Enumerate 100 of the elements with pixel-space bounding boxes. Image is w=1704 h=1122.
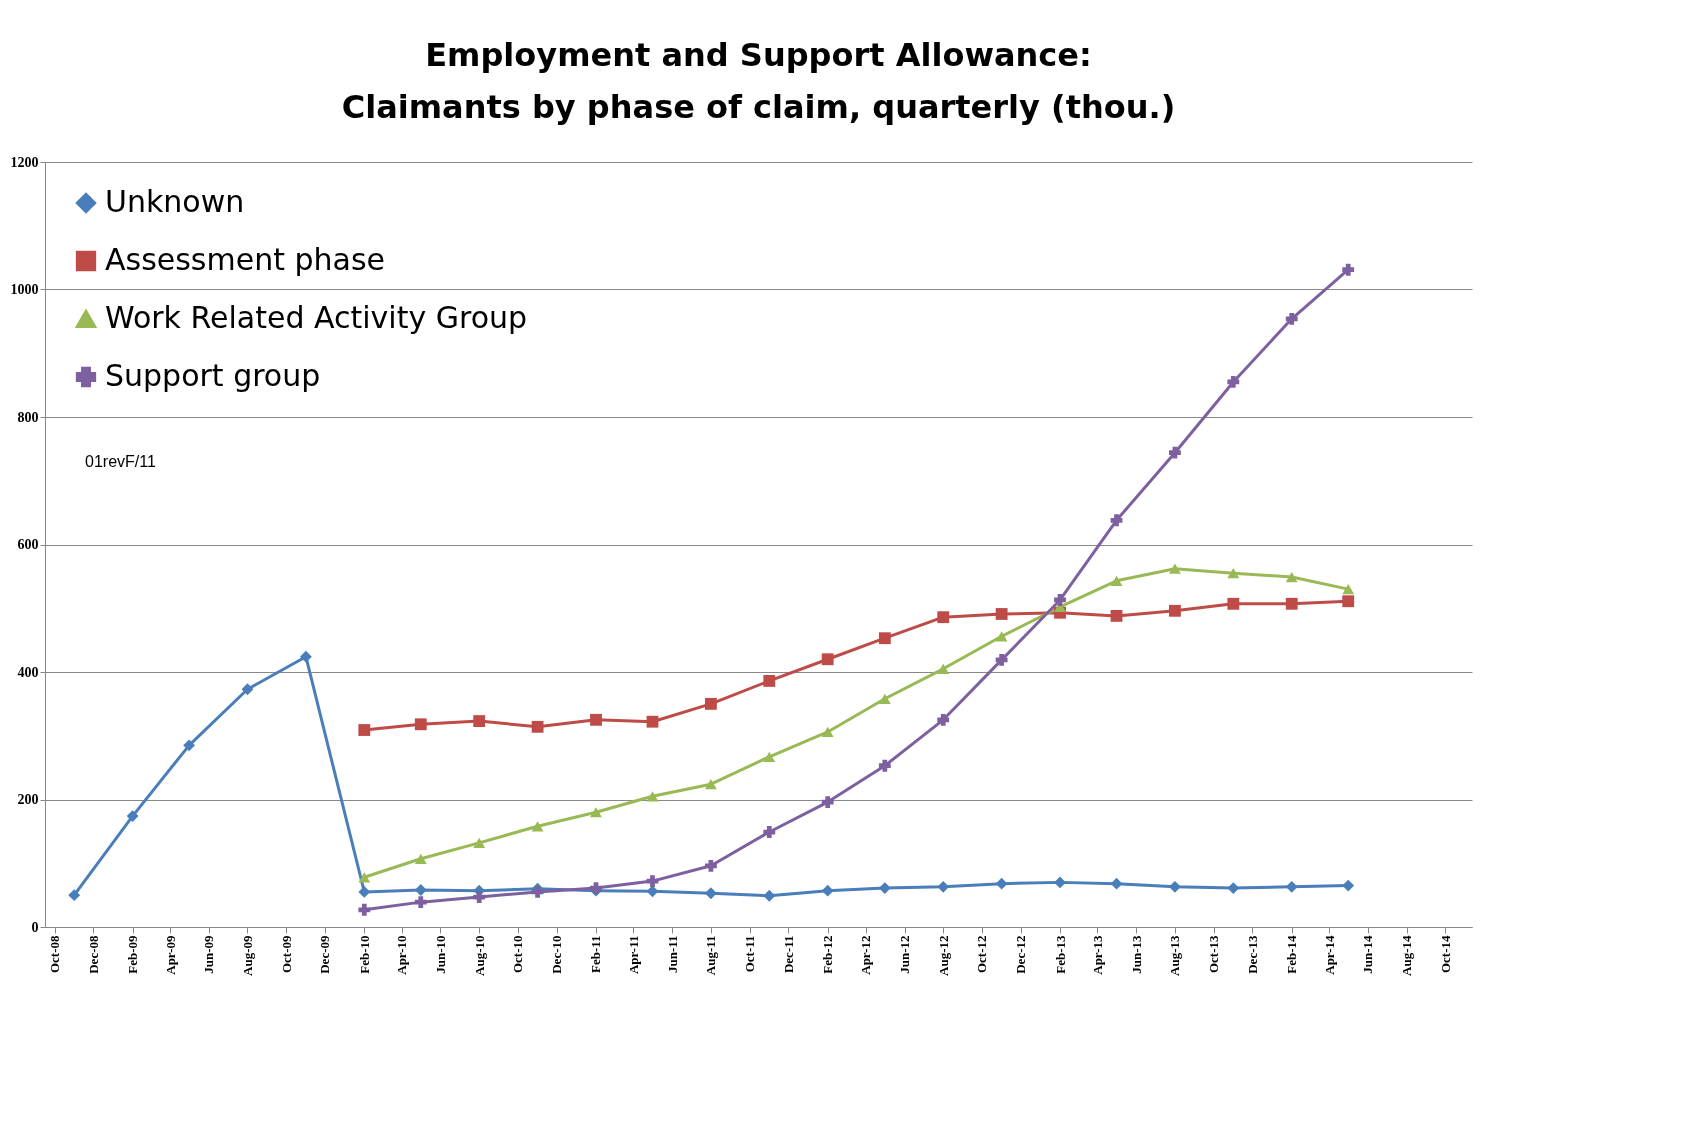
x-tick-label: Jun-13 — [1128, 935, 1144, 974]
point — [646, 791, 659, 802]
point — [414, 853, 427, 864]
x-tick-label: Apr-14 — [1321, 935, 1337, 975]
x-tick-label: Oct-10 — [510, 935, 526, 974]
point — [590, 807, 602, 818]
point — [1342, 584, 1355, 595]
point — [878, 693, 891, 704]
x-tick-label: Oct-08 — [47, 935, 63, 974]
point — [1342, 595, 1355, 608]
point — [1342, 879, 1355, 892]
x-tick-label: Oct-09 — [278, 935, 294, 974]
chart-title: Employment and Support Allowance: Claimants by phase of claim, quarterly (thou.) — [341, 36, 1176, 126]
point — [531, 886, 544, 898]
point — [1169, 446, 1181, 459]
x-tick-label: Dec-09 — [317, 935, 333, 974]
x-tick-label: Jun-14 — [1360, 935, 1376, 974]
point — [414, 718, 427, 731]
point — [1227, 376, 1240, 388]
point — [183, 739, 196, 752]
point — [1169, 563, 1181, 574]
point — [358, 872, 371, 883]
x-tick-label: Feb-11 — [588, 935, 604, 974]
point — [473, 891, 486, 903]
point — [878, 759, 891, 772]
annotation: 01revF/11 — [85, 453, 156, 470]
point — [1285, 597, 1298, 610]
point — [704, 779, 717, 790]
x-tick-label: Dec-10 — [549, 935, 565, 974]
point — [995, 608, 1008, 620]
x-tick-label: Apr-13 — [1089, 935, 1105, 975]
point — [1169, 604, 1181, 617]
x-tick-label: Jun-09 — [201, 935, 217, 974]
point — [763, 889, 776, 902]
legend-label: Support group — [105, 358, 321, 393]
x-tick-label: Dec-13 — [1244, 935, 1260, 974]
point — [590, 713, 602, 726]
point — [1285, 312, 1298, 325]
point — [821, 726, 834, 738]
point — [473, 837, 486, 848]
x-tick-label: Aug-12 — [935, 935, 951, 976]
point — [68, 889, 81, 902]
point — [646, 715, 659, 728]
point — [414, 896, 427, 909]
point — [646, 875, 659, 888]
x-tick-label: Oct-14 — [1437, 935, 1453, 974]
x-tick-label: Feb-09 — [125, 935, 141, 974]
point — [241, 683, 254, 696]
x-tick-label: Apr-09 — [162, 935, 178, 975]
x-tick-label: Aug-14 — [1399, 935, 1415, 976]
legend-label: Work Related Activity Group — [105, 300, 528, 335]
point — [531, 720, 544, 733]
point — [821, 653, 834, 666]
x-tick-label: Jun-12 — [897, 935, 912, 974]
x-tick-label: Apr-12 — [858, 935, 874, 975]
x-tick-label: Jun-10 — [432, 935, 448, 974]
point — [1110, 877, 1123, 890]
y-tick-label: 600 — [17, 537, 39, 552]
point — [1227, 568, 1240, 579]
point — [878, 632, 891, 645]
legend-label: Unknown — [105, 184, 245, 219]
point — [995, 877, 1008, 890]
x-tick-label: Dec-08 — [85, 935, 101, 974]
x-tick-label: Jun-11 — [664, 935, 680, 974]
x-tick-label: Oct-13 — [1206, 935, 1222, 974]
x-tick-label: Aug-11 — [703, 935, 719, 976]
legend-label: Assessment phase — [105, 242, 386, 277]
point — [1054, 876, 1066, 889]
x-tick-label: Dec-11 — [780, 935, 796, 974]
point — [704, 697, 717, 710]
point — [1285, 571, 1298, 583]
point — [531, 821, 544, 832]
point — [763, 751, 776, 762]
point — [763, 826, 776, 838]
x-tick-label: Oct-11 — [742, 935, 758, 973]
x-tick-label: Feb-10 — [356, 935, 372, 974]
x-tick-label: Apr-10 — [394, 935, 410, 975]
point — [358, 903, 371, 916]
x-tick-label: Aug-13 — [1167, 935, 1183, 976]
point — [1110, 514, 1123, 527]
point — [1110, 575, 1123, 586]
point — [937, 713, 950, 726]
point — [126, 810, 139, 822]
y-tick-label: 1000 — [10, 282, 39, 297]
point — [358, 724, 371, 736]
point — [704, 859, 717, 872]
x-tick-label: Aug-10 — [471, 935, 487, 976]
point — [1342, 263, 1355, 276]
point — [473, 715, 486, 727]
point — [1110, 609, 1123, 622]
x-tick-label: Feb-13 — [1052, 935, 1068, 974]
point — [995, 653, 1008, 666]
point — [937, 611, 950, 624]
point — [937, 663, 950, 674]
x-tick-label: Oct-12 — [974, 935, 990, 974]
y-tick-label: 800 — [17, 409, 39, 425]
x-tick-label: Feb-12 — [820, 935, 836, 974]
point — [821, 796, 834, 808]
point — [299, 650, 312, 663]
x-tick-label: Dec-12 — [1013, 935, 1029, 974]
